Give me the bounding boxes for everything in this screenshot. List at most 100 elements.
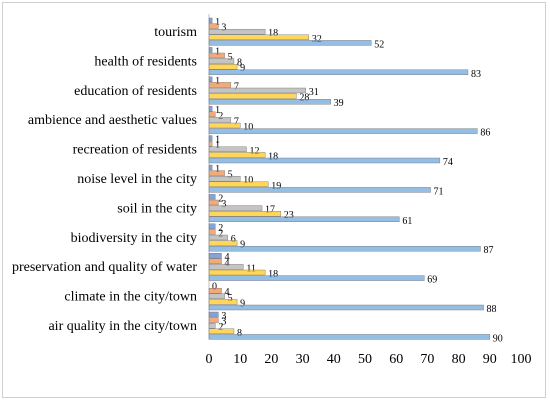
data-label: 10 bbox=[243, 122, 253, 133]
data-label: 19 bbox=[271, 181, 281, 192]
data-label: 1 bbox=[215, 46, 220, 57]
data-label: 5 bbox=[228, 293, 233, 304]
bar bbox=[208, 128, 478, 134]
bar bbox=[208, 52, 225, 59]
data-label: 1 bbox=[215, 140, 220, 151]
bar bbox=[208, 82, 232, 88]
bar bbox=[208, 252, 222, 259]
data-label: 9 bbox=[240, 240, 245, 251]
category-label: health of residents bbox=[94, 54, 197, 69]
category-label: education of residents bbox=[74, 84, 197, 99]
category-label: ambience and aesthetic values bbox=[28, 113, 197, 128]
data-label: 5 bbox=[228, 52, 233, 63]
data-label: 18 bbox=[268, 151, 278, 162]
bar bbox=[208, 93, 297, 99]
category-label: tourism bbox=[154, 25, 197, 40]
data-label: 2 bbox=[218, 223, 223, 234]
bar bbox=[208, 58, 235, 64]
data-label: 6 bbox=[231, 234, 236, 245]
bar bbox=[208, 164, 213, 171]
bar bbox=[208, 245, 481, 252]
x-tick-label: 60 bbox=[389, 352, 403, 367]
data-label: 39 bbox=[334, 98, 344, 109]
data-label: 3 bbox=[221, 23, 226, 34]
bar bbox=[208, 288, 222, 294]
data-label: 71 bbox=[434, 186, 444, 197]
data-label: 10 bbox=[243, 175, 253, 186]
bar bbox=[208, 299, 238, 305]
bar bbox=[208, 275, 425, 281]
data-label: 8 bbox=[237, 328, 242, 339]
data-label: 0 bbox=[212, 282, 217, 293]
data-label: 12 bbox=[249, 146, 259, 157]
bar bbox=[208, 140, 213, 147]
data-label: 4 bbox=[224, 258, 229, 269]
data-label: 2 bbox=[218, 193, 223, 204]
data-label: 4 bbox=[224, 252, 229, 263]
data-label: 23 bbox=[284, 210, 294, 221]
bar bbox=[208, 328, 235, 334]
data-label: 2 bbox=[218, 322, 223, 333]
data-label: 8 bbox=[237, 58, 242, 69]
bar bbox=[208, 181, 269, 188]
bar bbox=[208, 334, 490, 340]
bar bbox=[208, 69, 469, 76]
data-label: 7 bbox=[234, 81, 239, 92]
data-label: 1 bbox=[215, 164, 220, 175]
data-label: 74 bbox=[443, 157, 453, 168]
bar bbox=[208, 234, 228, 241]
bar bbox=[208, 258, 222, 264]
bar bbox=[208, 194, 216, 200]
bar bbox=[208, 317, 219, 323]
bar bbox=[208, 187, 431, 193]
x-tick-label: 100 bbox=[511, 352, 532, 367]
bar bbox=[208, 122, 241, 129]
bar bbox=[208, 199, 219, 206]
bar bbox=[208, 323, 216, 329]
data-label: 87 bbox=[483, 245, 493, 256]
bar bbox=[208, 76, 213, 83]
chart-frame bbox=[2, 2, 546, 398]
x-tick-label: 80 bbox=[452, 352, 466, 367]
bar bbox=[208, 216, 400, 223]
data-label: 90 bbox=[493, 333, 503, 344]
bar bbox=[208, 264, 244, 270]
bar bbox=[208, 240, 238, 246]
data-label: 18 bbox=[268, 269, 278, 280]
data-label: 1 bbox=[215, 17, 220, 28]
data-label: 9 bbox=[240, 63, 245, 74]
data-label: 88 bbox=[487, 304, 497, 315]
data-label: 18 bbox=[268, 28, 278, 39]
x-tick-label: 40 bbox=[327, 352, 341, 367]
bar bbox=[208, 117, 232, 123]
bar bbox=[208, 311, 219, 318]
data-label: 11 bbox=[246, 263, 256, 274]
bar bbox=[208, 146, 247, 153]
bar bbox=[208, 152, 266, 158]
category-label: climate in the city/town bbox=[64, 290, 197, 305]
bar bbox=[208, 47, 213, 53]
data-label: 32 bbox=[312, 34, 322, 45]
bar bbox=[208, 135, 213, 141]
x-tick-label: 20 bbox=[264, 352, 278, 367]
bar bbox=[208, 23, 219, 29]
x-tick-label: 0 bbox=[206, 352, 213, 367]
data-label: 52 bbox=[374, 39, 384, 50]
x-tick-label: 90 bbox=[483, 352, 497, 367]
data-label: 5 bbox=[228, 170, 233, 181]
bar bbox=[208, 29, 266, 35]
bar bbox=[208, 170, 225, 176]
data-label: 4 bbox=[224, 287, 229, 298]
category-label: noise level in the city bbox=[77, 172, 197, 187]
data-label: 1 bbox=[215, 76, 220, 87]
bar bbox=[208, 17, 213, 24]
data-label: 69 bbox=[427, 275, 437, 286]
data-label: 2 bbox=[218, 111, 223, 122]
category-label: recreation of residents bbox=[73, 143, 197, 158]
category-label: preservation and quality of water bbox=[12, 260, 197, 275]
category-label: soil in the city bbox=[117, 201, 197, 216]
data-label: 3 bbox=[221, 317, 226, 328]
x-tick-label: 10 bbox=[233, 352, 247, 367]
bar bbox=[208, 223, 216, 230]
